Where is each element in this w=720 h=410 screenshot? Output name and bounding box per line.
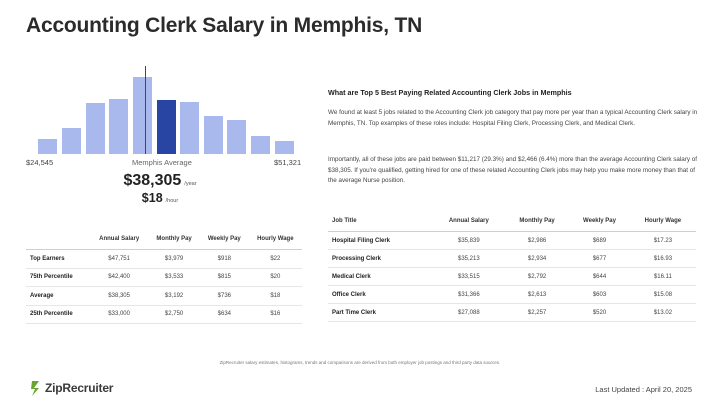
table-row: Top Earners $47,751 $3,979 $918 $22 (26, 249, 302, 269)
table-cell: $47,751 (90, 249, 149, 269)
salary-histogram (36, 66, 296, 154)
table-row[interactable]: Processing Clerk $35,213 $2,934 $677 $16… (328, 249, 696, 269)
table-cell: $16 (248, 305, 302, 325)
table-cell: $20 (248, 268, 302, 288)
table-cell: $644 (569, 267, 630, 287)
table-row: 75th Percentile $42,400 $3,533 $815 $20 (26, 268, 302, 288)
table-cell: $520 (569, 303, 630, 323)
row-label: 25th Percentile (26, 305, 91, 325)
column-header: Monthly Pay (504, 212, 570, 233)
histogram-max-label: $51,321 (274, 158, 302, 167)
table-cell: $3,979 (148, 249, 200, 269)
histogram-bar (180, 102, 200, 154)
table-cell: $2,792 (504, 267, 570, 287)
related-jobs-heading: What are Top 5 Best Paying Related Accou… (328, 88, 572, 97)
column-header: Hourly Wage (248, 230, 302, 251)
job-title-link[interactable]: Processing Clerk (328, 249, 433, 269)
table-header-row: Job Title Annual Salary Monthly Pay Week… (328, 212, 696, 233)
table-header-row: Annual Salary Monthly Pay Weekly Pay Hou… (26, 230, 302, 251)
table-cell: $17.23 (629, 231, 696, 251)
table-cell: $2,257 (504, 303, 570, 323)
average-hourly: $18/hour (0, 191, 320, 205)
table-cell: $2,613 (504, 285, 570, 305)
column-header: Job Title (328, 212, 433, 233)
histogram-bar (38, 139, 58, 154)
table-cell: $42,400 (90, 268, 149, 288)
row-label: Top Earners (26, 249, 91, 269)
histogram-average-marker (145, 66, 146, 154)
table-row[interactable]: Hospital Filing Clerk $35,839 $2,986 $68… (328, 231, 696, 251)
histogram-bar (132, 76, 152, 154)
table-row[interactable]: Part Time Clerk $27,088 $2,257 $520 $13.… (328, 303, 696, 323)
job-title-link[interactable]: Medical Clerk (328, 267, 433, 287)
last-updated: Last Updated : April 20, 2025 (595, 385, 692, 394)
table-cell: $603 (569, 285, 630, 305)
table-cell: $16.93 (629, 249, 696, 269)
column-header: Hourly Wage (629, 212, 696, 233)
table-cell: $736 (200, 286, 249, 306)
ziprecruiter-logo[interactable]: ZipRecruiter (30, 380, 113, 396)
ziprecruiter-logo-text: ZipRecruiter (45, 381, 114, 395)
table-cell: $2,986 (504, 231, 570, 251)
table-cell: $27,088 (432, 303, 505, 323)
histogram-bar (61, 127, 81, 154)
table-cell: $22 (248, 249, 302, 269)
column-header: Weekly Pay (200, 230, 249, 251)
page-title: Accounting Clerk Salary in Memphis, TN (26, 14, 423, 37)
histogram-bar (203, 116, 223, 154)
table-cell: $31,366 (432, 285, 505, 305)
job-title-link[interactable]: Part Time Clerk (328, 303, 433, 323)
table-cell: $2,934 (504, 249, 570, 269)
column-header: Monthly Pay (148, 230, 200, 251)
table-cell: $18 (248, 286, 302, 306)
histogram-bar (156, 100, 176, 154)
ziprecruiter-logo-icon (31, 380, 39, 396)
table-cell: $35,839 (432, 231, 505, 251)
average-salary-value: $38,305 (123, 172, 182, 189)
average-hourly-unit: /hour (165, 198, 179, 204)
related-jobs-paragraph: We found at least 5 jobs related to the … (328, 109, 698, 127)
job-title-link[interactable]: Hospital Filing Clerk (328, 231, 433, 251)
row-label: Average (26, 286, 91, 306)
average-hourly-value: $18 (141, 191, 163, 205)
table-row: 25th Percentile $33,000 $2,750 $634 $16 (26, 305, 302, 325)
table-cell: $918 (200, 249, 249, 269)
related-jobs-paragraph: Importantly, all of these jobs are paid … (328, 156, 698, 184)
footnote: ZipRecruiter salary estimates, histogram… (219, 360, 501, 365)
table-cell: $3,192 (148, 286, 200, 306)
table-cell: $634 (200, 305, 249, 325)
table-cell: $33,515 (432, 267, 505, 287)
histogram-min-label: $24,545 (26, 158, 54, 167)
table-row[interactable]: Medical Clerk $33,515 $2,792 $644 $16.11 (328, 267, 696, 287)
histogram-average-label: Memphis Average (132, 158, 192, 167)
average-salary-unit: /year (184, 181, 197, 187)
job-title-link[interactable]: Office Clerk (328, 285, 433, 305)
table-cell: $33,000 (90, 305, 149, 325)
histogram-bar (274, 140, 294, 154)
table-cell: $13.02 (629, 303, 696, 323)
table-cell: $2,750 (148, 305, 200, 325)
histogram-bar (251, 136, 271, 154)
related-jobs-table: Job Title Annual Salary Monthly Pay Week… (328, 212, 696, 323)
table-cell: $16.11 (629, 267, 696, 287)
column-header: Annual Salary (432, 212, 505, 233)
column-header: Weekly Pay (569, 212, 630, 233)
salary-stats-table: Annual Salary Monthly Pay Weekly Pay Hou… (26, 230, 302, 325)
average-salary: $38,305/year (0, 172, 320, 190)
table-row: Average $38,305 $3,192 $736 $18 (26, 286, 302, 306)
histogram-bar (227, 119, 247, 154)
table-cell: $677 (569, 249, 630, 269)
table-cell: $38,305 (90, 286, 149, 306)
column-header (26, 230, 91, 251)
table-cell: $3,533 (148, 268, 200, 288)
table-cell: $815 (200, 268, 249, 288)
histogram-bar (85, 102, 105, 154)
table-cell: $35,213 (432, 249, 505, 269)
column-header: Annual Salary (90, 230, 149, 251)
histogram-bar (109, 99, 129, 154)
row-label: 75th Percentile (26, 268, 91, 288)
table-cell: $15.08 (629, 285, 696, 305)
table-row[interactable]: Office Clerk $31,366 $2,613 $603 $15.08 (328, 285, 696, 305)
table-cell: $689 (569, 231, 630, 251)
